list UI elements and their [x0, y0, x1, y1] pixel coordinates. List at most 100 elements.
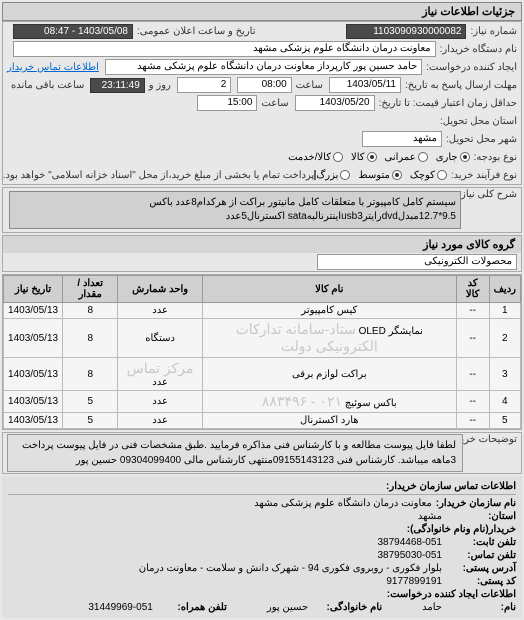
budget-radio-4[interactable]: کالا/خدمت [288, 152, 343, 163]
send-date-value: 1403/05/11 [329, 77, 401, 93]
table-cell: 1403/05/13 [4, 319, 63, 358]
send-time-label: ساعت [296, 80, 323, 91]
table-cell: 1 [489, 303, 520, 319]
table-cell: کیس کامپیوتر [202, 303, 456, 319]
notes-text: لطفا فایل پیوست مطالعه و با کارشناس فنی … [7, 434, 463, 472]
description-text: سیستم کامل کامپیوتر با متعلقات کامل مانی… [9, 191, 461, 229]
validity-time-label: ساعت [261, 98, 288, 109]
fax-label: تلفن تماس: [446, 550, 516, 561]
send-time-value: 08:00 [237, 77, 291, 93]
name-value: حامد [422, 602, 442, 613]
origin-label: استان محل تحویل: [440, 116, 517, 127]
budget-radio-1[interactable]: جاری [436, 152, 470, 163]
address-label: آدرس پستی: [446, 563, 516, 574]
table-cell: دستگاه [118, 319, 203, 358]
purchase-radio-3[interactable]: بزرگ [316, 170, 350, 181]
th-qty: تعداد / مقدار [63, 276, 118, 303]
table-cell: هارد اکسترنال [202, 413, 456, 429]
public-datetime-label: تاریخ و ساعت اعلان عمومی: [137, 26, 256, 37]
city-label: شهر محل تحویل: [446, 134, 517, 145]
table-cell: 5 [63, 391, 118, 413]
table-cell: 5 [63, 413, 118, 429]
postal-value: 9177899191 [386, 576, 442, 587]
phone-value: 38794468-051 [377, 537, 442, 548]
buyer-device-label: نام دستگاه خریدار: [440, 44, 517, 55]
table-row: 1--کیس کامپیوترعدد81403/05/13 [4, 303, 521, 319]
creator-info-label: اطلاعات ایجاد کننده درخواست: [387, 589, 516, 600]
table-row: 3--براکت لوازم برقیمرکز تماس عدد81403/05… [4, 358, 521, 391]
page-title: جزئیات اطلاعات نیاز [2, 2, 522, 21]
phone-label: تلفن ثابت: [446, 537, 516, 548]
need-number-value: 1103090930000082 [346, 24, 466, 39]
budget-radio-2[interactable]: عمرانی [385, 152, 428, 163]
buyer-name-label: خریدار(نام ونام خانوادگی): [407, 524, 516, 535]
province-label: استان: [446, 511, 516, 522]
table-cell: 1403/05/13 [4, 303, 63, 319]
table-cell: -- [456, 303, 489, 319]
buyer-device-value: معاونت درمان دانشگاه علوم پزشکی مشهد [13, 41, 436, 57]
org-label: نام سازمان خریدار: [436, 498, 516, 509]
budget-type-label: نوع بودجه: [474, 152, 517, 163]
group-header: گروه کالای مورد نیاز [3, 236, 521, 253]
purchase-radio-group: کوچک متوسط بزرگ [316, 170, 447, 181]
table-cell: 8 [63, 358, 118, 391]
remaining-label: ساعت باقی مانده [11, 80, 84, 91]
th-date: تاریخ نیاز [4, 276, 63, 303]
table-cell: 2 [489, 319, 520, 358]
notes-label: توضیحات خریدار: [467, 434, 517, 445]
table-cell: 1403/05/13 [4, 391, 63, 413]
budget-radio-3[interactable]: کالا [351, 152, 377, 163]
public-datetime-value: 1403/05/08 - 08:47 [13, 24, 133, 39]
org-value: معاونت درمان دانشگاه علوم پزشکی مشهد [254, 498, 432, 509]
purchase-radio-1[interactable]: کوچک [410, 170, 447, 181]
table-cell: -- [456, 391, 489, 413]
table-cell: براکت لوازم برقی [202, 358, 456, 391]
table-cell: نمایشگر OLED ستاد-سامانه تدارکات الکترون… [202, 319, 456, 358]
purchase-radio-2[interactable]: متوسط [358, 170, 401, 181]
contact-header: اطلاعات تماس سازمان خریدار: [386, 481, 516, 492]
postal-label: کد پستی: [446, 576, 516, 587]
table-row: 5--هارد اکسترنالعدد51403/05/13 [4, 413, 521, 429]
validity-label: حداقل زمان اعتبار قیمت: تا تاریخ: [379, 98, 517, 109]
table-row: 4--باکس سوئیچ ۰۲۱ - ۸۸۳۴۹۶عدد51403/05/13 [4, 391, 521, 413]
table-cell: باکس سوئیچ ۰۲۱ - ۸۸۳۴۹۶ [202, 391, 456, 413]
table-cell: مرکز تماس عدد [118, 358, 203, 391]
th-unit: واحد شمارش [118, 276, 203, 303]
need-number-label: شماره نیاز: [470, 26, 517, 37]
validity-time-value: 15:00 [197, 95, 257, 111]
creator-label: ایجاد کننده درخواست: [426, 62, 517, 73]
table-cell: 8 [63, 319, 118, 358]
fax-value: 38795030-051 [377, 550, 442, 561]
province-value: مشهد [418, 511, 442, 522]
payment-checkbox[interactable] [314, 170, 316, 180]
table-cell: 5 [489, 413, 520, 429]
creator-value: حامد حسین پور کارپرداز معاونت درمان دانش… [105, 59, 422, 75]
table-cell: عدد [118, 303, 203, 319]
mobile-label: تلفن همراه: [157, 602, 227, 613]
description-label: شرح کلی نیاز: [467, 189, 517, 200]
payment-note: پرداخت تمام یا بخشی از مبلغ خرید،از محل … [3, 170, 315, 181]
table-row: 2--نمایشگر OLED ستاد-سامانه تدارکات الکت… [4, 319, 521, 358]
table-cell: -- [456, 319, 489, 358]
table-cell: 3 [489, 358, 520, 391]
table-cell: 4 [489, 391, 520, 413]
family-label: نام خانوادگی: [312, 602, 382, 613]
th-code: کد کالا [456, 276, 489, 303]
validity-date-value: 1403/05/20 [295, 95, 375, 111]
items-table: ردیف کد کالا نام کالا واحد شمارش تعداد /… [3, 275, 521, 429]
family-value: حسین پور [267, 602, 308, 613]
remaining-time-value: 23:11:49 [90, 78, 144, 93]
name-label: نام: [446, 602, 516, 613]
days-label: روز و [149, 80, 171, 91]
budget-radio-group: جاری عمرانی کالا کالا/خدمت [288, 152, 469, 163]
table-cell: عدد [118, 413, 203, 429]
group-value: محصولات الکترونیکی [317, 254, 517, 270]
table-cell: عدد [118, 391, 203, 413]
purchase-type-label: نوع فرآیند خرید: [451, 170, 517, 181]
table-cell: -- [456, 358, 489, 391]
address-value: بلوار فکوری - روبروی فکوری 94 - شهرک دان… [139, 563, 442, 574]
contact-link[interactable]: اطلاعات تماس خریدار [7, 62, 99, 73]
table-header-row: ردیف کد کالا نام کالا واحد شمارش تعداد /… [4, 276, 521, 303]
th-row: ردیف [489, 276, 520, 303]
contact-section: اطلاعات تماس سازمان خریدار: نام سازمان خ… [2, 476, 522, 618]
